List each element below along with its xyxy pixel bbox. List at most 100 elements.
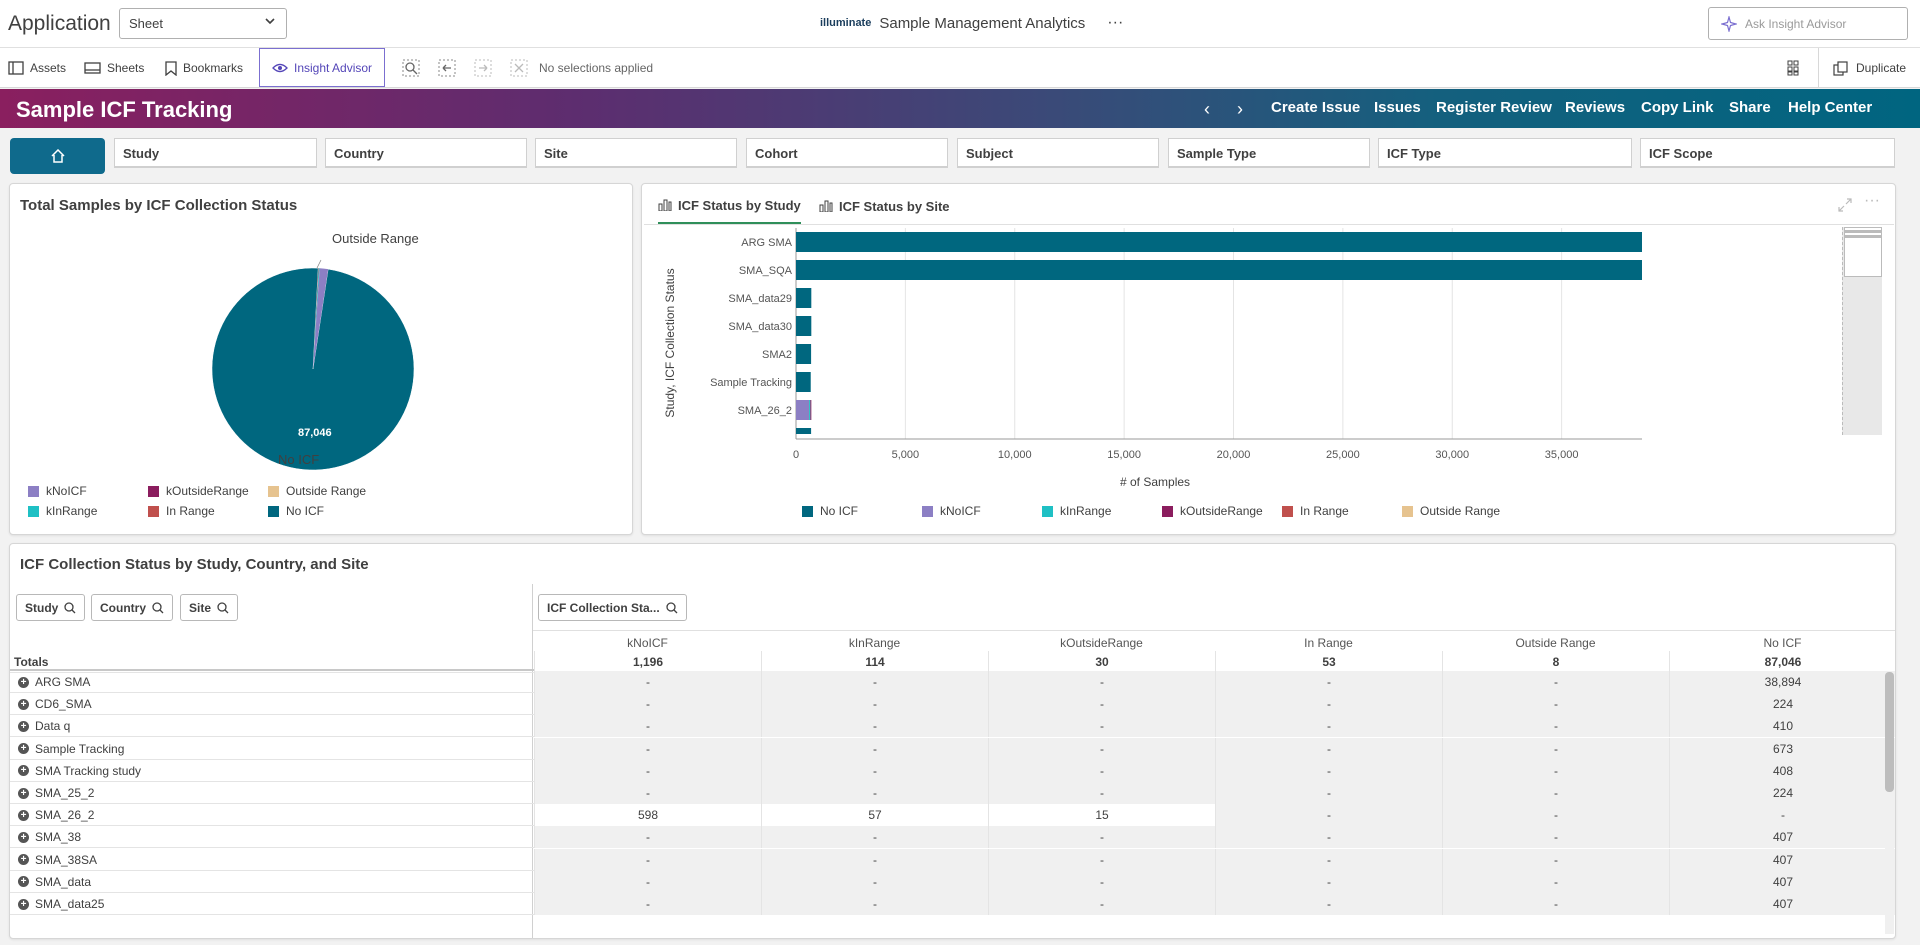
bar-no-icf[interactable] (796, 372, 811, 392)
filter-cohort[interactable]: Cohort (746, 138, 948, 168)
bar-no-icf[interactable] (796, 260, 1642, 280)
expand-icon[interactable]: + (18, 720, 29, 732)
column-header-outside-range[interactable]: Outside Range (1515, 636, 1596, 650)
table-cell[interactable]: - (534, 782, 761, 804)
table-cell[interactable]: 224 (1669, 782, 1895, 804)
table-cell[interactable]: 407 (1669, 848, 1895, 871)
table-cell[interactable]: - (988, 693, 1215, 716)
expand-icon[interactable]: + (18, 676, 29, 688)
help-center-link[interactable]: Help Center (1788, 99, 1873, 116)
table-cell[interactable]: - (761, 671, 988, 693)
expand-icon[interactable]: + (18, 765, 29, 777)
bookmarks-button[interactable]: Bookmarks (165, 48, 243, 88)
table-cell[interactable]: - (1442, 893, 1669, 915)
totals-row[interactable]: Totals 1,196 114 30 53 8 87,046 (10, 651, 1895, 673)
expand-icon[interactable] (1838, 198, 1852, 212)
table-cell[interactable]: - (761, 759, 988, 782)
table-cell[interactable]: 57 (761, 804, 988, 827)
table-cell[interactable]: - (761, 693, 988, 716)
table-cell[interactable]: - (761, 893, 988, 915)
reviews-link[interactable]: Reviews (1565, 99, 1626, 116)
pie-slice-in-range[interactable] (313, 268, 319, 369)
table-cell[interactable]: 15 (988, 804, 1215, 827)
issues-link[interactable]: Issues (1374, 99, 1421, 116)
table-cell[interactable]: 1,196 (534, 651, 761, 673)
table-cell[interactable]: - (988, 671, 1215, 693)
bar-no-icf[interactable] (796, 288, 812, 308)
table-cell[interactable]: - (988, 870, 1215, 893)
dim-filter-study[interactable]: Study (16, 594, 86, 621)
table-cell[interactable]: 673 (1669, 737, 1895, 760)
column-header-in-range[interactable]: In Range (1304, 636, 1353, 650)
more-options-icon[interactable]: ··· (1864, 192, 1880, 209)
bar-no-icf[interactable] (796, 232, 1642, 252)
ask-insight-advisor-input[interactable]: Ask Insight Advisor (1708, 7, 1908, 40)
more-menu-button[interactable]: ··· (1107, 14, 1124, 31)
column-header-kinrange[interactable]: kInRange (848, 636, 901, 650)
assets-button[interactable]: Assets (8, 48, 66, 88)
table-cell[interactable]: - (1442, 759, 1669, 782)
table-row[interactable]: + SMA_38SA - - - - -407 (10, 848, 1895, 871)
create-issue-link[interactable]: Create Issue (1271, 99, 1361, 116)
table-cell[interactable]: 8 (1442, 651, 1669, 673)
tab-icf-status-by-site[interactable]: ICF Status by Site (819, 188, 950, 224)
table-row[interactable]: + SMA_25_2- - - - -224 (10, 782, 1895, 804)
table-cell[interactable]: 408 (1669, 759, 1895, 782)
pie-slice-kinrange[interactable] (313, 268, 320, 369)
table-row[interactable]: + Data q - - - - -410 (10, 715, 1895, 738)
table-row[interactable]: + SMA_data25- - - - -407 (10, 893, 1895, 915)
table-cell[interactable]: - (534, 671, 761, 693)
table-cell[interactable]: - (534, 848, 761, 871)
legend-item-in-range[interactable]: In Range (1282, 504, 1402, 518)
table-cell[interactable]: - (761, 737, 988, 760)
table-cell[interactable]: - (534, 737, 761, 760)
sheets-button[interactable]: Sheets (84, 48, 144, 88)
filter-subject[interactable]: Subject (957, 138, 1159, 168)
pivot-table-panel[interactable]: ICF Collection Status by Study, Country,… (9, 543, 1896, 939)
legend-item-kinrange[interactable]: kInRange (1042, 504, 1162, 518)
legend-item-kinrange[interactable]: kInRange (28, 504, 148, 518)
table-cell[interactable]: - (1442, 804, 1669, 827)
expand-icon[interactable]: + (18, 743, 29, 755)
previous-sheet-icon[interactable]: ‹ (1204, 99, 1210, 119)
table-cell[interactable]: - (1215, 804, 1442, 827)
table-cell[interactable]: - (988, 737, 1215, 760)
table-cell[interactable]: - (988, 715, 1215, 738)
table-cell[interactable]: - (1442, 848, 1669, 871)
table-cell[interactable]: - (1442, 671, 1669, 693)
expand-icon[interactable]: + (18, 831, 29, 843)
bar-knoicf[interactable] (796, 400, 810, 420)
table-cell[interactable]: - (1215, 848, 1442, 871)
table-cell[interactable]: - (761, 870, 988, 893)
table-cell[interactable]: - (1215, 870, 1442, 893)
chart-scrollbar-thumb[interactable] (1844, 227, 1882, 277)
pie-slice-no-icf[interactable] (211, 267, 415, 471)
table-cell[interactable]: 407 (1669, 893, 1895, 915)
table-cell[interactable]: - (988, 782, 1215, 804)
table-cell[interactable]: - (1215, 782, 1442, 804)
table-cell[interactable]: - (534, 893, 761, 915)
stacked-bar-chart[interactable]: 0 5,000 10,000 15,000 20,000 25,000 30,000 35,0… (642, 224, 1642, 489)
duplicate-button[interactable]: Duplicate (1818, 48, 1920, 88)
table-cell[interactable]: - (1442, 737, 1669, 760)
table-cell[interactable]: 407 (1669, 826, 1895, 849)
expand-icon[interactable]: + (18, 698, 29, 710)
table-cell[interactable]: - (988, 848, 1215, 871)
table-cell[interactable]: - (1442, 782, 1669, 804)
table-cell[interactable]: - (1442, 826, 1669, 849)
app-title[interactable]: Application (8, 12, 111, 35)
table-cell[interactable]: - (534, 715, 761, 738)
bar-chart-panel[interactable]: ICF Status by Study ICF Status by Site ·… (641, 183, 1896, 535)
table-cell[interactable]: 224 (1669, 693, 1895, 716)
legend-item-koutsiderange[interactable]: kOutsideRange (1162, 504, 1282, 518)
table-cell[interactable]: 87,046 (1669, 651, 1895, 673)
table-row[interactable]: + Sample Tracking - - - - -673 (10, 737, 1895, 760)
column-header-koutsiderange[interactable]: kOutsideRange (1060, 636, 1143, 650)
table-row[interactable]: + SMA_data - - - - -407 (10, 870, 1895, 893)
step-forward-icon[interactable] (474, 59, 492, 77)
table-scrollbar-thumb[interactable] (1885, 672, 1894, 792)
clear-selections-icon[interactable] (510, 59, 528, 77)
table-row[interactable]: + SMA Tracking study - - - - -408 (10, 759, 1895, 782)
column-header-no-icf[interactable]: No ICF (1763, 636, 1802, 650)
table-cell[interactable]: - (1215, 826, 1442, 849)
